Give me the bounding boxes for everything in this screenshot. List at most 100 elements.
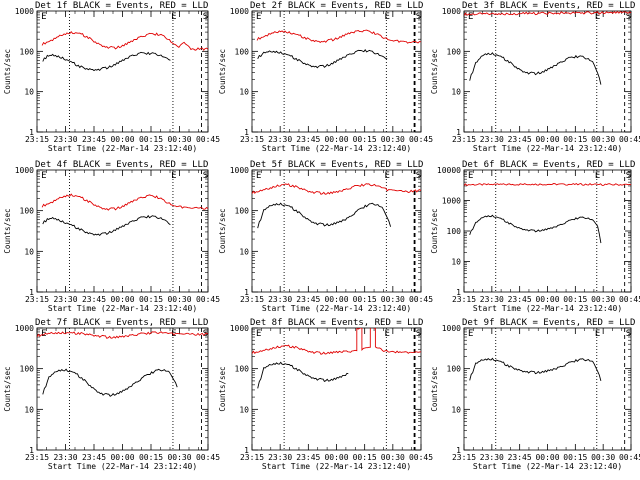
x-tick-label: 00:30 xyxy=(591,295,615,304)
x-tick-label: 00:30 xyxy=(167,295,191,304)
x-tick-label: 23:45 xyxy=(82,135,106,144)
series-line-lld xyxy=(37,331,208,339)
y-axis-label: Counts/sec xyxy=(218,49,227,94)
x-tick-label: 00:15 xyxy=(353,135,377,144)
x-tick-label: 00:30 xyxy=(591,135,615,144)
x-tick-label: 00:30 xyxy=(381,295,405,304)
y-tick-label: 10 xyxy=(239,247,249,256)
x-tick-label: 00:00 xyxy=(110,453,134,462)
y-tick-label: 1 xyxy=(456,288,461,297)
x-axis-label: Start Time (22-Mar-14 23:12:40) xyxy=(473,144,622,153)
event-marker-label: E xyxy=(171,329,176,339)
x-tick-label: 23:45 xyxy=(296,295,320,304)
chart-panel-5: Det 5f BLACK = Events, RED = LLD 1 10 100 10… xyxy=(218,160,433,313)
plot-frame xyxy=(251,10,422,133)
x-tick-label: 00:15 xyxy=(139,453,163,462)
y-tick-label: 100 xyxy=(20,47,35,56)
x-tick-label: 23:45 xyxy=(296,453,320,462)
x-tick-label: 00:15 xyxy=(563,295,587,304)
y-tick-label: 10 xyxy=(451,88,461,97)
plot-frame xyxy=(463,10,632,133)
y-tick-label: 1000 xyxy=(442,7,461,16)
x-tick-label: 23:45 xyxy=(296,135,320,144)
event-marker-label: E xyxy=(384,171,389,181)
y-tick-label: 1000 xyxy=(442,324,461,333)
series-line-events xyxy=(42,214,171,237)
event-marker-label: S xyxy=(626,329,631,339)
y-tick-label: 10 xyxy=(239,88,249,97)
series-line-lld xyxy=(252,183,421,195)
x-tick-label: 23:30 xyxy=(53,135,77,144)
series-line-events xyxy=(257,361,349,389)
chart-title: Det 8f BLACK = Events, RED = LLD xyxy=(250,318,423,328)
series-line-events xyxy=(42,51,171,72)
event-marker-label: E xyxy=(384,12,389,22)
y-tick-label: 1 xyxy=(29,446,34,455)
series-line-events xyxy=(469,357,602,382)
y-tick-label: 100 xyxy=(447,47,462,56)
x-tick-label: 00:45 xyxy=(619,135,640,144)
series-line-lld xyxy=(464,11,631,16)
y-tick-label: 1 xyxy=(29,128,34,137)
y-axis-label: Counts/sec xyxy=(3,49,12,94)
y-axis-label: Counts/sec xyxy=(218,208,227,253)
y-tick-label: 1000 xyxy=(15,324,34,333)
event-marker-label: E xyxy=(171,12,176,22)
x-tick-label: 00:00 xyxy=(324,135,348,144)
x-tick-label: 00:15 xyxy=(563,135,587,144)
y-tick-label: 10 xyxy=(451,405,461,414)
event-marker-label: S xyxy=(416,329,421,339)
event-marker-label: E xyxy=(468,12,473,22)
x-axis-label: Start Time (22-Mar-14 23:12:40) xyxy=(473,462,622,471)
series-line-lld xyxy=(256,29,421,44)
x-tick-label: 00:45 xyxy=(619,453,640,462)
y-tick-label: 1000 xyxy=(230,166,249,175)
chart-panel-3: Det 3f BLACK = Events, RED = LLD 1 10 100 10… xyxy=(430,1,640,153)
x-tick-label: 00:00 xyxy=(324,295,348,304)
event-marker-label: E xyxy=(595,12,600,22)
x-tick-label: 23:15 xyxy=(452,295,476,304)
x-tick-label: 23:30 xyxy=(268,295,292,304)
event-marker-label: E xyxy=(171,171,176,181)
x-tick-label: 23:15 xyxy=(452,453,476,462)
x-axis-label: Start Time (22-Mar-14 23:12:40) xyxy=(262,462,411,471)
chart-panel-6: Det 6f BLACK = Events, RED = LLD 1 10 100 10… xyxy=(430,160,640,313)
y-tick-label: 100 xyxy=(20,365,35,374)
x-axis-label: Start Time (22-Mar-14 23:12:40) xyxy=(48,304,197,313)
x-tick-label: 23:45 xyxy=(508,453,532,462)
y-tick-label: 1 xyxy=(456,128,461,137)
x-axis-label: Start Time (22-Mar-14 23:12:40) xyxy=(473,304,622,313)
series-line-lld xyxy=(252,328,421,355)
x-tick-label: 23:15 xyxy=(452,135,476,144)
y-tick-label: 100 xyxy=(235,47,250,56)
event-marker-label: S xyxy=(203,171,208,181)
x-tick-label: 23:45 xyxy=(508,135,532,144)
y-tick-label: 100 xyxy=(235,207,250,216)
y-tick-label: 1 xyxy=(244,288,249,297)
y-tick-label: 10000 xyxy=(437,166,461,175)
y-tick-label: 100 xyxy=(447,365,462,374)
y-tick-label: 10 xyxy=(24,247,34,256)
x-tick-label: 23:30 xyxy=(268,135,292,144)
series-line-events xyxy=(257,49,388,69)
y-tick-label: 1000 xyxy=(230,324,249,333)
event-marker-label: E xyxy=(41,171,46,181)
x-tick-label: 00:30 xyxy=(167,135,191,144)
chart-panel-7: Det 7f BLACK = Events, RED = LLD 1 10 100 10… xyxy=(3,318,220,471)
y-tick-label: 1000 xyxy=(442,197,461,206)
y-tick-label: 10 xyxy=(239,405,249,414)
y-tick-label: 1000 xyxy=(15,166,34,175)
event-marker-label: E xyxy=(595,171,600,181)
event-marker-label: E xyxy=(595,329,600,339)
y-tick-label: 1 xyxy=(29,288,34,297)
x-tick-label: 00:30 xyxy=(167,453,191,462)
y-tick-label: 10 xyxy=(24,405,34,414)
x-tick-label: 23:30 xyxy=(480,295,504,304)
x-tick-label: 00:45 xyxy=(409,453,433,462)
plot-frame xyxy=(463,327,632,451)
chart-panel-2: Det 2f BLACK = Events, RED = LLD 1 10 100 10… xyxy=(218,1,433,153)
chart-title: Det 7f BLACK = Events, RED = LLD xyxy=(35,318,208,328)
x-tick-label: 23:15 xyxy=(25,295,49,304)
event-marker-label: E xyxy=(468,329,473,339)
